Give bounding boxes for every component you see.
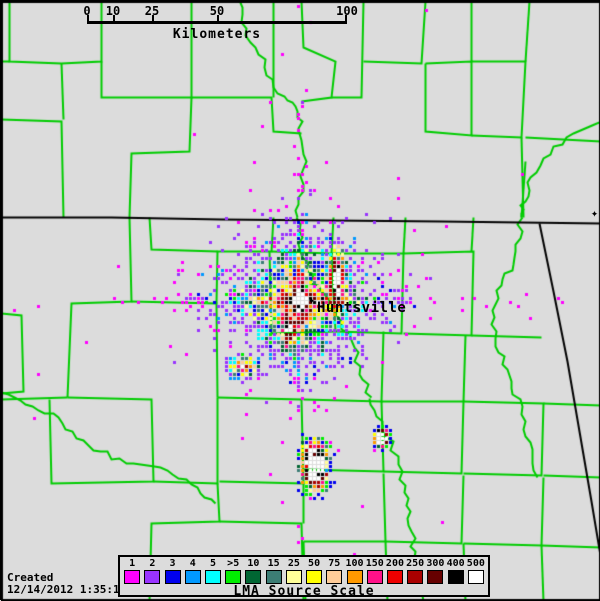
legend-entry-label: 2 xyxy=(149,558,156,569)
legend-entry-label: 5 xyxy=(209,558,216,569)
legend-color-chip xyxy=(245,570,262,584)
legend-entry[interactable]: 100 xyxy=(344,558,364,587)
legend-color-chip xyxy=(144,570,161,584)
scale-bar: 0 10 25 50 100 Kilometers xyxy=(83,4,357,43)
scale-bar-caption: Kilometers xyxy=(172,27,262,42)
legend-color-chip xyxy=(326,570,343,584)
legend-entry[interactable]: 25 xyxy=(284,558,304,587)
scale-tick-label-0: 0 xyxy=(83,4,91,18)
legend-entry[interactable]: 200 xyxy=(385,558,405,587)
legend-color-chip xyxy=(204,570,221,584)
legend-entry[interactable]: 150 xyxy=(365,558,385,587)
scale-tick-10 xyxy=(113,15,115,22)
scale-tick-label-10: 10 xyxy=(105,4,121,18)
legend-color-chip xyxy=(285,570,302,584)
legend-entry[interactable]: 500 xyxy=(466,558,486,587)
city-label: Huntsville xyxy=(317,300,407,316)
legend-entry-label: 100 xyxy=(345,558,364,569)
legend-entry-label: 250 xyxy=(406,558,425,569)
legend-entry-label: 300 xyxy=(426,558,445,569)
legend-title: LMA Source Scale xyxy=(233,584,375,599)
legend-entry-label: 4 xyxy=(189,558,196,569)
legend-entry-label: 75 xyxy=(328,558,341,569)
legend-color-chip xyxy=(346,570,363,584)
legend-entry[interactable]: 2 xyxy=(142,558,162,587)
legend-entry-label: 1 xyxy=(129,558,136,569)
legend-entry[interactable]: 15 xyxy=(264,558,284,587)
legend-color-chip xyxy=(366,570,383,584)
legend-entry[interactable]: 4 xyxy=(183,558,203,587)
legend-entry-label: 3 xyxy=(169,558,176,569)
legend-color-chip xyxy=(407,570,424,584)
legend-color-chip xyxy=(265,570,282,584)
legend-color-chip xyxy=(306,570,323,584)
legend-entry[interactable]: 75 xyxy=(324,558,344,587)
scale-tick-label-50: 50 xyxy=(209,4,225,18)
legend-color-chip xyxy=(124,570,141,584)
legend-entry[interactable]: 1 xyxy=(122,558,142,587)
legend-color-chip xyxy=(386,570,403,584)
legend-color-chip xyxy=(427,570,444,584)
legend-entry[interactable]: 250 xyxy=(405,558,425,587)
legend-color-chip xyxy=(184,570,201,584)
legend-entry[interactable]: >5 xyxy=(223,558,243,587)
legend-entry[interactable]: 400 xyxy=(446,558,466,587)
legend-color-chip xyxy=(225,570,242,584)
created-label: Created xyxy=(7,571,54,584)
legend-color-chip xyxy=(467,570,484,584)
legend-entry-label: 50 xyxy=(308,558,321,569)
scale-tick-100 xyxy=(345,15,347,22)
scale-bar-labels: 0 10 25 50 100 xyxy=(83,4,357,19)
scale-tick-50 xyxy=(217,15,219,22)
scale-tick-25 xyxy=(152,15,154,22)
legend-color-chip xyxy=(164,570,181,584)
legend-entry-label: 25 xyxy=(287,558,300,569)
legend-entry-label: 150 xyxy=(365,558,384,569)
legend-entry[interactable]: 50 xyxy=(304,558,324,587)
legend-swatch-row: 1 2 3 4 5 >5 10 15 25 50 75 100 150 200 250 300 400 500 xyxy=(120,557,488,587)
legend-entry[interactable]: 3 xyxy=(162,558,182,587)
scale-tick-label-100: 100 xyxy=(336,4,358,18)
scale-tick-0 xyxy=(87,15,89,22)
legend-entry-label: 200 xyxy=(385,558,404,569)
city-star-marker: ✦ xyxy=(307,293,316,307)
legend-entry-label: 400 xyxy=(446,558,465,569)
legend-entry[interactable]: 10 xyxy=(243,558,263,587)
created-timestamp: 12/14/2012 1:35:18 xyxy=(7,583,127,596)
scale-tick-label-25: 25 xyxy=(144,4,160,18)
city-star-marker: ✦ xyxy=(590,206,599,220)
scale-bar-line xyxy=(87,21,347,24)
legend-entry-label: >5 xyxy=(227,558,240,569)
legend-entry-label: 15 xyxy=(267,558,280,569)
legend-color-chip xyxy=(447,570,464,584)
legend-entry-label: 500 xyxy=(466,558,485,569)
lma-source-scale-legend: 1 2 3 4 5 >5 10 15 25 50 75 100 150 200 250 300 400 500 L… xyxy=(118,555,490,599)
created-stamp: Created 12/14/2012 1:35:18 xyxy=(7,572,126,596)
legend-entry-label: 10 xyxy=(247,558,260,569)
legend-entry[interactable]: 5 xyxy=(203,558,223,587)
legend-entry[interactable]: 300 xyxy=(425,558,445,587)
